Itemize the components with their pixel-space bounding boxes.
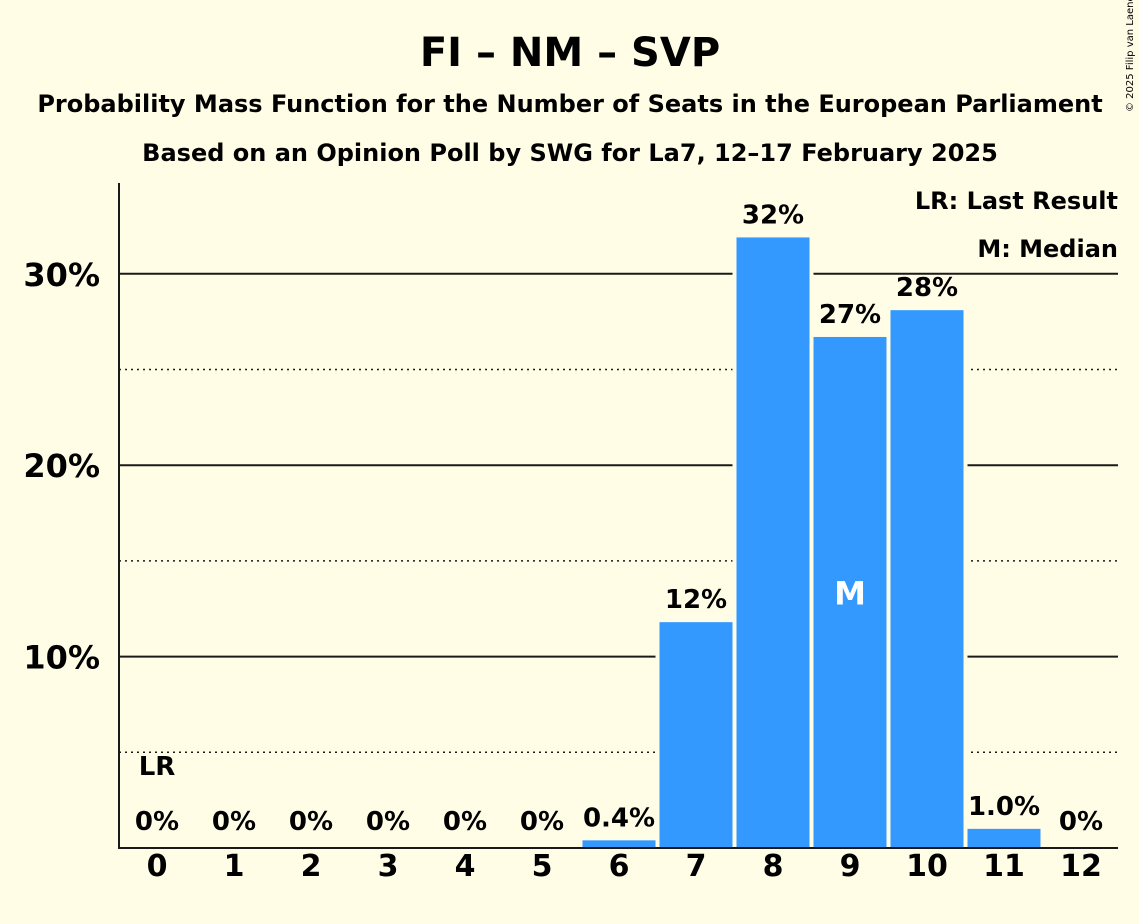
bar-value-label: 0%	[212, 807, 256, 837]
median-marker: M	[834, 574, 866, 612]
chart-subtitle-poll: Based on an Opinion Poll by SWG for La7,…	[142, 139, 998, 167]
x-tick-label: 4	[455, 849, 476, 884]
x-tick-label: 11	[983, 849, 1025, 884]
x-tick-label: 10	[906, 849, 948, 884]
bars	[578, 231, 1045, 848]
last-result-marker: LR	[139, 752, 176, 782]
bar-value-label: 0%	[520, 807, 564, 837]
bar	[813, 336, 887, 848]
chart-subtitle: Probability Mass Function for the Number…	[37, 90, 1102, 118]
bar-value-label: 32%	[742, 200, 804, 230]
bar-value-label: 0%	[443, 807, 487, 837]
bar	[736, 237, 810, 848]
x-tick-label: 6	[609, 849, 630, 884]
bar	[967, 828, 1041, 848]
copyright-notice: © 2025 Filip van Laenen	[1125, 0, 1136, 112]
x-tick-label: 12	[1060, 849, 1102, 884]
y-tick-label: 10%	[23, 639, 100, 677]
x-tick-label: 1	[224, 849, 245, 884]
bar-value-label: 27%	[819, 300, 881, 330]
bar	[659, 622, 733, 848]
bar	[890, 310, 964, 848]
x-tick-label: 5	[532, 849, 553, 884]
bar-value-label: 0%	[135, 807, 179, 837]
x-tick-label: 8	[763, 849, 784, 884]
bar-value-label: 0.4%	[583, 803, 655, 833]
x-tick-label: 2	[301, 849, 322, 884]
bar	[582, 840, 656, 848]
y-tick-label: 20%	[23, 447, 100, 485]
bar-value-label: 0%	[366, 807, 410, 837]
legend-median: M: Median	[977, 235, 1118, 263]
bar-value-label: 0%	[1059, 807, 1103, 837]
x-tick-label: 7	[686, 849, 707, 884]
value-labels: 0% 0% 0% 0% 0% 0% 0.4% 12% 32% 27% 28% 1.0% 0% LR M	[135, 200, 1103, 837]
bar-value-label: 1.0%	[968, 792, 1040, 822]
legend-last-result: LR: Last Result	[915, 187, 1118, 215]
chart-title: FI – NM – SVP	[420, 30, 720, 76]
x-tick-label: 9	[840, 849, 861, 884]
y-tick-label: 30%	[23, 256, 100, 294]
bar-value-label: 0%	[289, 807, 333, 837]
x-tick-label: 3	[378, 849, 399, 884]
gridlines	[119, 272, 1118, 754]
axes: 10%20%30%0 1 2 3 4 5 6 7 8 9 10 11 12	[23, 183, 1118, 884]
bar-value-label: 28%	[896, 273, 958, 303]
bar-value-label: 12%	[665, 585, 727, 615]
x-tick-label: 0	[147, 849, 168, 884]
